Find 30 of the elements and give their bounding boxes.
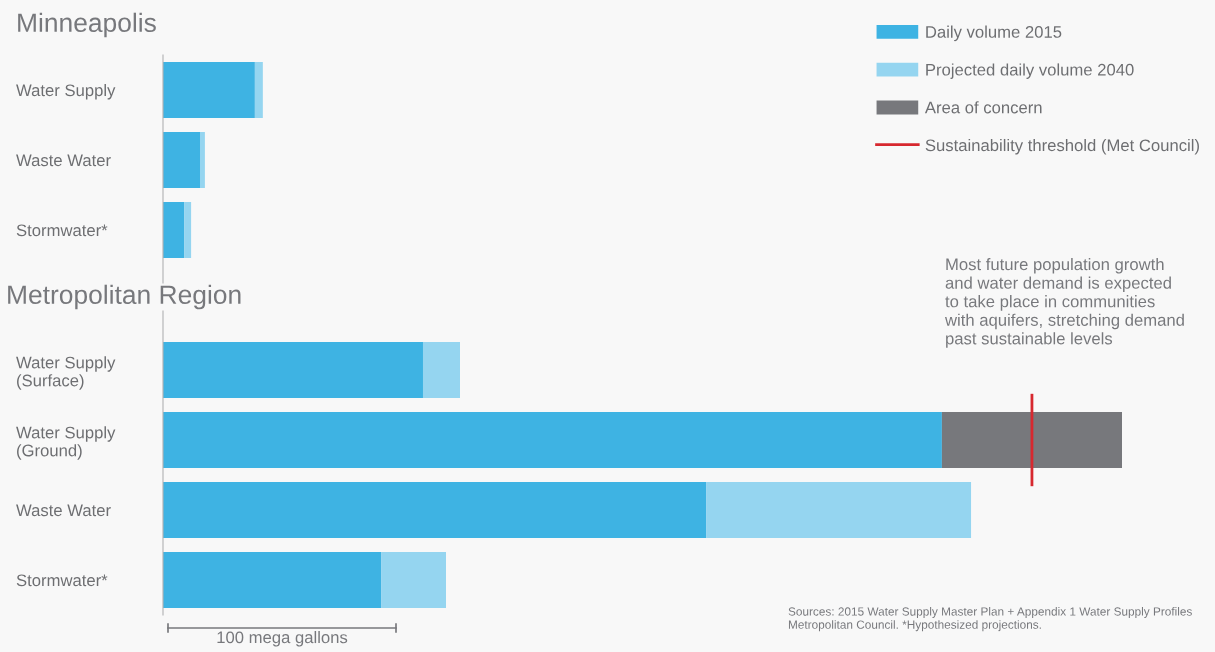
text: Minneapolis bbox=[18, 12, 156, 38]
bar bbox=[200, 132, 205, 188]
legend-label: Area of concern bbox=[924, 101, 1042, 114]
y-tick-label: Waste Water bbox=[16, 504, 111, 517]
y-tick-label: Water Supply bbox=[16, 83, 116, 100]
bar bbox=[381, 552, 446, 608]
bar bbox=[254, 62, 263, 118]
bar bbox=[163, 552, 382, 608]
bar bbox=[163, 482, 707, 538]
y-tick-label: Waste Water bbox=[16, 154, 111, 167]
text: 100 mega gallons bbox=[217, 631, 348, 647]
y-tick-label: Water Supply (Surface) bbox=[16, 356, 116, 390]
bar bbox=[163, 202, 185, 258]
annotation: Most future population growth and water demand is expected to take place in communities with aquifers, stretching demand past sustainable levels bbox=[944, 258, 1184, 348]
y-tick-label: Stormwater* bbox=[16, 574, 108, 587]
bar bbox=[941, 412, 1122, 468]
bar bbox=[163, 132, 201, 188]
legend-label: Daily volume 2015 bbox=[926, 25, 1062, 42]
bar bbox=[422, 342, 460, 398]
annotation: Metropolitan Region bbox=[8, 284, 241, 310]
bar bbox=[163, 342, 423, 398]
bar bbox=[706, 482, 972, 538]
bar bbox=[184, 202, 192, 258]
legend-label: Projected daily volume 2040 bbox=[926, 63, 1134, 79]
bar bbox=[163, 62, 255, 118]
annotation: Sources: 2015 Water Supply Master Plan + Appendix 1 Water Supply Profiles Metropolitan Council. *Hypothesized projections. bbox=[788, 607, 1192, 632]
y-tick-label: Stormwater* bbox=[16, 224, 108, 237]
y-tick-label: Water Supply (Ground) bbox=[16, 426, 116, 460]
bar bbox=[163, 412, 942, 468]
legend-label: Sustainability threshold (Met Council) bbox=[925, 138, 1199, 155]
